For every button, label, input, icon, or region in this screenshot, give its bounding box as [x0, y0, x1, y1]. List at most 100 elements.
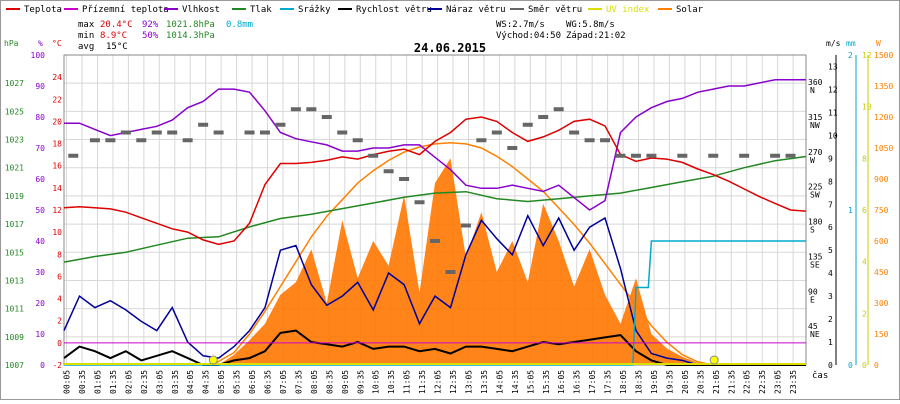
wind-dir-mark-36 [646, 153, 657, 158]
pct-tick-8: 80 [35, 113, 45, 122]
x-tick-33: 16:35 [573, 370, 582, 394]
hpa-tick-1: 1009 [5, 333, 24, 342]
wind-dir-mark-4 [136, 138, 147, 143]
x-tick-19: 09:35 [356, 370, 365, 394]
c-tick-1: 0 [57, 339, 62, 348]
x-tick-group-47: 23:35 [789, 370, 798, 394]
legend-label-apparent: Přízemní teplota [82, 5, 169, 15]
stat-avg-label: avg [78, 42, 94, 52]
c-tick-11: 20 [52, 117, 62, 126]
uv-tick-4: 8 [862, 154, 867, 163]
wind-dir-mark-39 [739, 153, 750, 158]
w-unit: W [876, 39, 881, 48]
x-tick-group-4: 02:05 [124, 370, 133, 394]
x-tick-group-17: 08:35 [325, 370, 334, 394]
pct-tick-3: 30 [35, 268, 45, 277]
dir-tick-label-0: NE [810, 330, 820, 339]
x-tick-group-12: 06:05 [248, 370, 257, 394]
x-tick-group-30: 15:05 [526, 370, 535, 394]
pct-tick-10: 100 [31, 51, 46, 60]
x-tick-42: 21:05 [712, 370, 721, 394]
x-tick-group-25: 12:35 [449, 370, 458, 394]
dir-tick-2: 135 [808, 252, 823, 261]
wind-dir-mark-28 [522, 122, 533, 127]
wind-dir-mark-9 [213, 130, 224, 135]
x-tick-group-39: 19:35 [665, 370, 674, 394]
legend: Teplota Přízemní teplota Vlhkost Tlak Srážky… [6, 5, 704, 15]
wind-dir-mark-26 [491, 130, 502, 135]
x-tick-2: 01:05 [93, 370, 102, 394]
x-tick-group-43: 21:35 [727, 370, 736, 394]
wind-dir-mark-25 [476, 138, 487, 143]
x-tick-group-37: 18:35 [635, 370, 644, 394]
wind-dir-mark-41 [785, 153, 796, 158]
x-tick-20: 10:05 [372, 370, 381, 394]
hpa-tick-5: 1017 [5, 220, 24, 229]
info-sunset: Západ:21:02 [566, 31, 626, 41]
x-tick-25: 12:35 [449, 370, 458, 394]
dir-tick-label-4: SW [810, 191, 820, 200]
sun-marker-1 [709, 355, 719, 365]
hpa-tick-9: 1025 [5, 107, 24, 116]
c-tick-6: 10 [52, 228, 62, 237]
stat-min-temp: 8.9°C [100, 31, 127, 41]
dir-tick-0: 45 [808, 322, 818, 331]
ms-tick-12: 12 [828, 85, 838, 94]
mm-unit: mm [846, 39, 856, 48]
x-tick-group-14: 07:05 [279, 370, 288, 394]
x-tick-group-40: 20:05 [681, 370, 690, 394]
uv-tick-0: 0 [862, 361, 867, 370]
x-tick-group-38: 19:05 [650, 370, 659, 394]
stat-min-press: 1014.3hPa [166, 31, 215, 41]
x-tick-group-24: 12:05 [434, 370, 443, 394]
x-tick-0: 00:05 [63, 370, 72, 394]
x-tick-group-15: 07:35 [294, 370, 303, 394]
x-tick-group-26: 13:05 [464, 370, 473, 394]
x-tick-14: 07:05 [279, 370, 288, 394]
mm-tick-2: 2 [848, 51, 853, 60]
x-tick-group-31: 15:35 [542, 370, 551, 394]
dir-tick-label-2: SE [810, 260, 820, 269]
chart-title: 24.06.2015 [414, 41, 486, 55]
c-tick-13: 24 [52, 73, 62, 82]
pressure-line [63, 155, 807, 263]
ms-tick-5: 5 [828, 246, 833, 255]
w-tick-10: 1500 [874, 51, 893, 60]
w-tick-6: 900 [874, 175, 889, 184]
ms-tick-9: 9 [828, 154, 833, 163]
humidity-line [64, 79, 806, 211]
gust-line [63, 213, 806, 366]
wind-dir-mark-7 [182, 138, 193, 143]
wind-dir-mark-33 [600, 138, 611, 143]
wind-dir-mark-2 [105, 138, 116, 143]
stat-max-label: max [78, 20, 95, 30]
solar-area [212, 142, 714, 366]
wind-dir-mark-19 [383, 169, 394, 174]
x-tick-40: 20:05 [681, 370, 690, 394]
wind-dir-mark-31 [569, 130, 580, 135]
legend-label-solar: Solar [676, 5, 704, 15]
legend-label-gust: Náraz větru [446, 5, 506, 15]
x-tick-39: 19:35 [665, 370, 674, 394]
x-tick-38: 19:05 [650, 370, 659, 394]
hpa-unit: hPa [4, 39, 19, 48]
x-tick-group-8: 04:05 [186, 370, 195, 394]
x-tick-group-22: 11:05 [403, 370, 412, 394]
c-tick-5: 8 [57, 250, 62, 259]
c-tick-9: 16 [52, 162, 62, 171]
w-tick-4: 600 [874, 237, 889, 246]
x-tick-group-45: 22:35 [758, 370, 767, 394]
x-tick-group-41: 20:35 [696, 370, 705, 394]
x-tick-36: 18:05 [619, 370, 628, 394]
stat-min-hum: 50% [142, 31, 159, 41]
x-tick-12: 06:05 [248, 370, 257, 394]
x-tick-group-46: 23:05 [774, 370, 783, 394]
hpa-tick-10: 1027 [5, 79, 24, 88]
c-tick-8: 14 [52, 184, 62, 193]
w-tick-0: 0 [874, 361, 879, 370]
x-tick-group-11: 05:35 [233, 370, 242, 394]
x-tick-group-10: 05:05 [217, 370, 226, 394]
uv-tick-3: 6 [862, 206, 867, 215]
wind-dir-mark-11 [259, 130, 270, 135]
